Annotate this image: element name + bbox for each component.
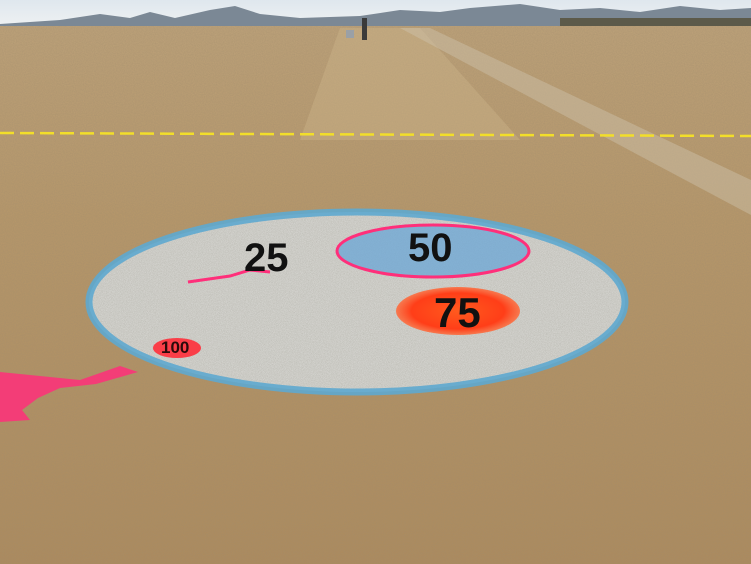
zone-50-marker (337, 225, 529, 277)
zone-75-label: 75 (434, 289, 481, 336)
measuring-tape (0, 131, 751, 138)
zone-100-label: 100 (161, 338, 190, 357)
zone-25-label: 25 (244, 236, 289, 280)
zone-100-marker (153, 338, 201, 358)
sample-circle-outline (85, 208, 629, 396)
distant-object (346, 30, 354, 38)
pink-paint-marker (0, 366, 138, 422)
tree-line (560, 18, 751, 28)
zone-75-marker (396, 287, 520, 335)
zone-25-marker (187, 268, 271, 284)
mowed-strip (300, 28, 520, 140)
distant-person (362, 18, 367, 40)
zone-50-label: 50 (408, 226, 453, 270)
zone-50-ring (335, 223, 531, 279)
dirt-path (400, 28, 751, 215)
